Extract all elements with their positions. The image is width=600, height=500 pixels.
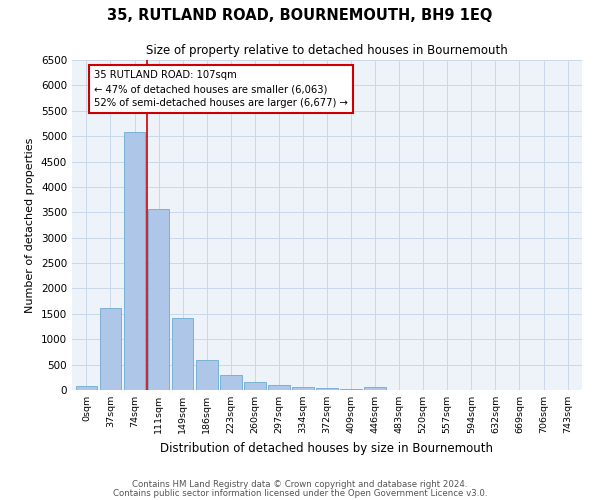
Bar <box>172 318 193 390</box>
Bar <box>76 386 97 390</box>
Bar <box>268 385 290 390</box>
Text: 35 RUTLAND ROAD: 107sqm
← 47% of detached houses are smaller (6,063)
52% of semi: 35 RUTLAND ROAD: 107sqm ← 47% of detache… <box>94 70 347 108</box>
Bar <box>292 387 314 390</box>
Title: Size of property relative to detached houses in Bournemouth: Size of property relative to detached ho… <box>146 44 508 58</box>
X-axis label: Distribution of detached houses by size in Bournemouth: Distribution of detached houses by size … <box>161 442 493 454</box>
Bar <box>316 388 338 390</box>
Bar <box>220 374 242 390</box>
Text: Contains public sector information licensed under the Open Government Licence v3: Contains public sector information licen… <box>113 488 487 498</box>
Text: 35, RUTLAND ROAD, BOURNEMOUTH, BH9 1EQ: 35, RUTLAND ROAD, BOURNEMOUTH, BH9 1EQ <box>107 8 493 22</box>
Bar <box>100 308 121 390</box>
Bar <box>148 209 169 390</box>
Y-axis label: Number of detached properties: Number of detached properties <box>25 138 35 312</box>
Bar <box>124 132 145 390</box>
Text: Contains HM Land Registry data © Crown copyright and database right 2024.: Contains HM Land Registry data © Crown c… <box>132 480 468 489</box>
Bar <box>364 388 386 390</box>
Bar <box>244 382 266 390</box>
Bar <box>196 360 218 390</box>
